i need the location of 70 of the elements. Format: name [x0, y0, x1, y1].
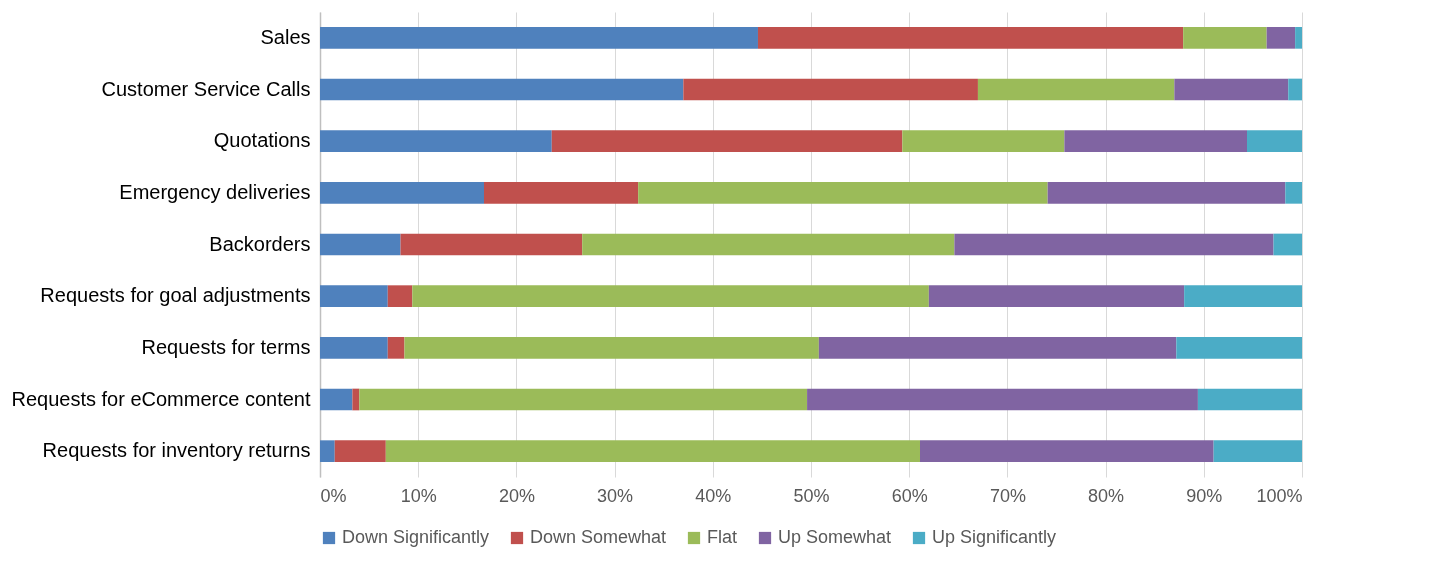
legend-label: Down Somewhat [530, 527, 667, 547]
bar [320, 181, 484, 204]
bar [320, 233, 401, 256]
bar [359, 388, 808, 411]
bar [1213, 440, 1302, 463]
bar [683, 78, 978, 101]
bar [320, 336, 388, 359]
x-tick-label: 20% [498, 485, 535, 506]
bar [1273, 233, 1302, 256]
y-tick-label: Requests for eCommerce content [11, 387, 311, 410]
bar [320, 440, 335, 463]
y-tick-label: Requests for terms [141, 335, 311, 358]
y-tick-label: Requests for goal adjustments [40, 284, 311, 307]
bar [352, 388, 360, 411]
bar [1285, 181, 1302, 204]
bar [582, 233, 955, 256]
bar [320, 388, 353, 411]
bar [320, 130, 552, 153]
bar [334, 440, 386, 463]
bar [551, 130, 903, 153]
x-tick-label: 0% [320, 485, 347, 506]
bar [977, 78, 1175, 101]
y-tick-label: Requests for inventory returns [42, 439, 311, 462]
bar [920, 440, 1214, 463]
bar [387, 285, 413, 308]
bar [1184, 285, 1302, 308]
bar [928, 285, 1185, 308]
legend-label: Down Significantly [342, 527, 490, 547]
x-tick-label: 70% [989, 485, 1026, 506]
bar [1295, 26, 1302, 49]
y-tick-label: Customer Service Calls [101, 77, 311, 100]
x-tick-label: 40% [695, 485, 732, 506]
bar [320, 26, 758, 49]
x-tick-label: 100% [1256, 485, 1303, 506]
legend-label: Up Significantly [932, 527, 1057, 547]
bar [400, 233, 583, 256]
bar [757, 26, 1184, 49]
bar [807, 388, 1198, 411]
bar [1047, 181, 1286, 204]
y-tick-label: Emergency deliveries [119, 180, 311, 203]
bar [1183, 26, 1267, 49]
bar [387, 336, 405, 359]
y-tick-label: Backorders [209, 232, 311, 255]
bar [638, 181, 1048, 204]
bar [902, 130, 1065, 153]
bar [818, 336, 1177, 359]
x-tick-label: 90% [1186, 485, 1223, 506]
bar [385, 440, 920, 463]
bar [1064, 130, 1248, 153]
x-tick-label: 30% [597, 485, 634, 506]
bar [1266, 26, 1296, 49]
bar [404, 336, 819, 359]
bar [483, 181, 639, 204]
bar [1197, 388, 1302, 411]
x-tick-label: 60% [891, 485, 928, 506]
bar [954, 233, 1274, 256]
legend-label: Up Somewhat [778, 527, 892, 547]
y-tick-label: Quotations [213, 129, 311, 152]
bar [1174, 78, 1289, 101]
bar [1176, 336, 1302, 359]
x-tick-label: 50% [793, 485, 830, 506]
bar [412, 285, 929, 308]
bar [320, 285, 388, 308]
x-tick-label: 10% [400, 485, 437, 506]
x-tick-label: 80% [1088, 485, 1125, 506]
legend-label: Flat [707, 527, 738, 547]
bar [1288, 78, 1302, 101]
y-tick-label: Sales [260, 25, 311, 48]
bar [320, 78, 684, 101]
bar [1247, 130, 1302, 153]
